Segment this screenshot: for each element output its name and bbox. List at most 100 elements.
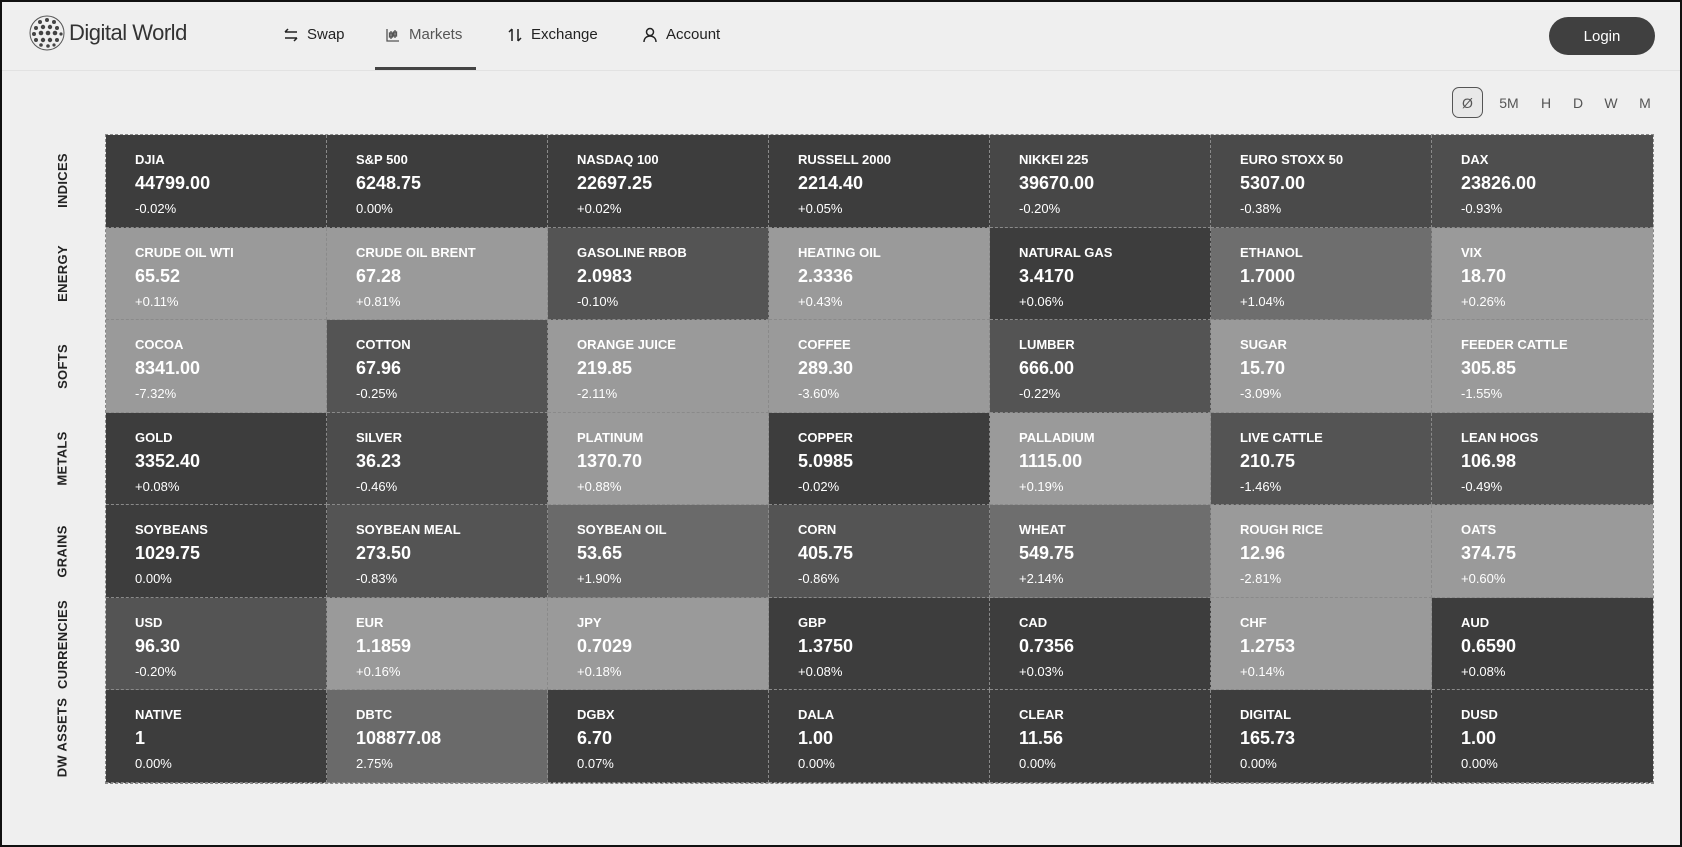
market-tile-dax[interactable]: DAX 23826.00 -0.93% [1432, 135, 1653, 228]
market-tile-cad[interactable]: CAD 0.7356 +0.03% [990, 597, 1211, 691]
tile-change: -1.46% [1240, 478, 1282, 494]
timeframe-5m[interactable]: 5M [1499, 94, 1519, 111]
tile-name: LIVE CATTLE [1240, 429, 1323, 445]
nav-markets[interactable]: Markets [385, 26, 462, 43]
tile-price: 67.96 [356, 358, 402, 379]
market-tile-lean-hogs[interactable]: LEAN HOGS 106.98 -0.49% [1432, 412, 1653, 506]
row-label-energy: ENERGY [46, 227, 78, 320]
market-tile-soybean-oil[interactable]: SOYBEAN OIL 53.65 +1.90% [548, 505, 769, 598]
market-tile-heating-oil[interactable]: HEATING OIL 2.3336 +0.43% [769, 227, 990, 321]
tile-name: CLEAR [1019, 707, 1064, 723]
tile-price: 11.56 [1019, 728, 1064, 749]
tile-name: FEEDER CATTLE [1461, 337, 1568, 353]
market-tile-live-cattle[interactable]: LIVE CATTLE 210.75 -1.46% [1211, 412, 1432, 506]
timeframe-all[interactable]: Ø [1452, 87, 1483, 118]
tile-name: VIX [1461, 244, 1482, 260]
tile-price: 1.1859 [356, 635, 412, 656]
market-tile-nikkei-225[interactable]: NIKKEI 225 39670.00 -0.20% [990, 135, 1211, 228]
logo[interactable]: Digital World [28, 14, 187, 52]
tile-price: 5.0985 [798, 450, 854, 471]
market-tile-s-p-500[interactable]: S&P 500 6248.75 0.00% [327, 135, 548, 228]
market-tile-dgbx[interactable]: DGBX 6.70 0.07% [548, 690, 769, 783]
market-tile-palladium[interactable]: PALLADIUM 1115.00 +0.19% [990, 412, 1211, 506]
timeframe-day[interactable]: D [1572, 94, 1584, 111]
market-tile-wheat[interactable]: WHEAT 549.75 +2.14% [990, 505, 1211, 598]
tile-price: 67.28 [356, 265, 402, 286]
market-tile-crude-oil-wti[interactable]: CRUDE OIL WTI 65.52 +0.11% [106, 227, 327, 321]
market-tile-soybeans[interactable]: SOYBEANS 1029.75 0.00% [106, 505, 327, 598]
nav-swap[interactable]: Swap [283, 26, 345, 43]
market-tile-sugar[interactable]: SUGAR 15.70 -3.09% [1211, 320, 1432, 413]
market-tile-clear[interactable]: CLEAR 11.56 0.00% [990, 690, 1211, 783]
market-tile-oats[interactable]: OATS 374.75 +0.60% [1432, 505, 1653, 598]
market-tile-djia[interactable]: DJIA 44799.00 -0.02% [106, 135, 327, 228]
market-tile-chf[interactable]: CHF 1.2753 +0.14% [1211, 597, 1432, 691]
market-tile-dusd[interactable]: DUSD 1.00 0.00% [1432, 690, 1653, 783]
user-icon [643, 27, 657, 42]
market-tile-lumber[interactable]: LUMBER 666.00 -0.22% [990, 320, 1211, 413]
tile-name: NIKKEI 225 [1019, 152, 1089, 167]
nav-markets-label: Markets [409, 26, 463, 43]
tile-price: 374.75 [1461, 543, 1517, 564]
market-tile-dala[interactable]: DALA 1.00 0.00% [769, 690, 990, 783]
login-button[interactable]: Login [1549, 17, 1655, 55]
tile-name: CORN [798, 522, 837, 538]
market-tile-vix[interactable]: VIX 18.70 +0.26% [1432, 227, 1653, 321]
tile-price: 108877.08 [356, 728, 442, 749]
market-tile-cotton[interactable]: COTTON 67.96 -0.25% [327, 320, 548, 413]
market-tile-soybean-meal[interactable]: SOYBEAN MEAL 273.50 -0.83% [327, 505, 548, 598]
market-tile-nasdaq-100[interactable]: NASDAQ 100 22697.25 +0.02% [548, 135, 769, 228]
market-tile-platinum[interactable]: PLATINUM 1370.70 +0.88% [548, 412, 769, 506]
market-tile-coffee[interactable]: COFFEE 289.30 -3.60% [769, 320, 990, 413]
timeframe-month[interactable]: M [1639, 94, 1651, 111]
market-tile-cocoa[interactable]: COCOA 8341.00 -7.32% [106, 320, 327, 413]
tile-change: +0.08% [1461, 663, 1506, 679]
market-tile-usd[interactable]: USD 96.30 -0.20% [106, 597, 327, 691]
market-tile-natural-gas[interactable]: NATURAL GAS 3.4170 +0.06% [990, 227, 1211, 321]
tile-change: -0.25% [356, 386, 398, 402]
timeframe-hour[interactable]: H [1540, 94, 1552, 111]
market-tile-silver[interactable]: SILVER 36.23 -0.46% [327, 412, 548, 506]
tile-change: +0.60% [1461, 571, 1506, 587]
market-tile-feeder-cattle[interactable]: FEEDER CATTLE 305.85 -1.55% [1432, 320, 1653, 413]
market-tile-crude-oil-brent[interactable]: CRUDE OIL BRENT 67.28 +0.81% [327, 227, 548, 321]
tile-change: 0.00% [798, 756, 835, 772]
market-tile-gasoline-rbob[interactable]: GASOLINE RBOB 2.0983 -0.10% [548, 227, 769, 321]
tile-price: 2.3336 [798, 265, 854, 286]
market-tile-euro-stoxx-50[interactable]: EURO STOXX 50 5307.00 -0.38% [1211, 135, 1432, 228]
market-tile-orange-juice[interactable]: ORANGE JUICE 219.85 -2.11% [548, 320, 769, 413]
market-tile-native[interactable]: NATIVE 1 0.00% [106, 690, 327, 783]
row-label-softs: SOFTS [46, 320, 78, 413]
swap-icon [284, 27, 298, 42]
tile-name: SOYBEAN MEAL [356, 522, 461, 538]
market-tile-dbtc[interactable]: DBTC 108877.08 2.75% [327, 690, 548, 783]
market-tile-eur[interactable]: EUR 1.1859 +0.16% [327, 597, 548, 691]
tile-change: +1.04% [1240, 293, 1285, 309]
market-tile-jpy[interactable]: JPY 0.7029 +0.18% [548, 597, 769, 691]
tile-name: PALLADIUM [1019, 429, 1095, 445]
tile-price: 405.75 [798, 543, 854, 564]
tile-change: +2.14% [1019, 571, 1064, 587]
market-tile-corn[interactable]: CORN 405.75 -0.86% [769, 505, 990, 598]
row-label-text: GRAINS [54, 525, 70, 579]
tile-change: 0.00% [1461, 756, 1498, 772]
tile-price: 3.4170 [1019, 265, 1075, 286]
market-tile-digital[interactable]: DIGITAL 165.73 0.00% [1211, 690, 1432, 783]
chart-icon [386, 28, 399, 42]
market-tile-russell-2000[interactable]: RUSSELL 2000 2214.40 +0.05% [769, 135, 990, 228]
timeframe-week[interactable]: W [1604, 94, 1618, 111]
market-tile-copper[interactable]: COPPER 5.0985 -0.02% [769, 412, 990, 506]
nav-account[interactable]: Account [642, 26, 720, 43]
tile-name: EURO STOXX 50 [1240, 152, 1344, 167]
market-tile-ethanol[interactable]: ETHANOL 1.7000 +1.04% [1211, 227, 1432, 321]
tile-price: 0.6590 [1461, 635, 1517, 656]
nav-exchange[interactable]: Exchange [507, 26, 598, 43]
row-label-dw-assets: DW ASSETS [46, 691, 78, 784]
tile-price: 65.52 [135, 265, 181, 286]
market-tile-aud[interactable]: AUD 0.6590 +0.08% [1432, 597, 1653, 691]
market-tile-gbp[interactable]: GBP 1.3750 +0.08% [769, 597, 990, 691]
market-tile-gold[interactable]: GOLD 3352.40 +0.08% [106, 412, 327, 506]
tile-price: 15.70 [1240, 358, 1286, 379]
tile-price: 8341.00 [135, 358, 201, 379]
market-tile-rough-rice[interactable]: ROUGH RICE 12.96 -2.81% [1211, 505, 1432, 598]
